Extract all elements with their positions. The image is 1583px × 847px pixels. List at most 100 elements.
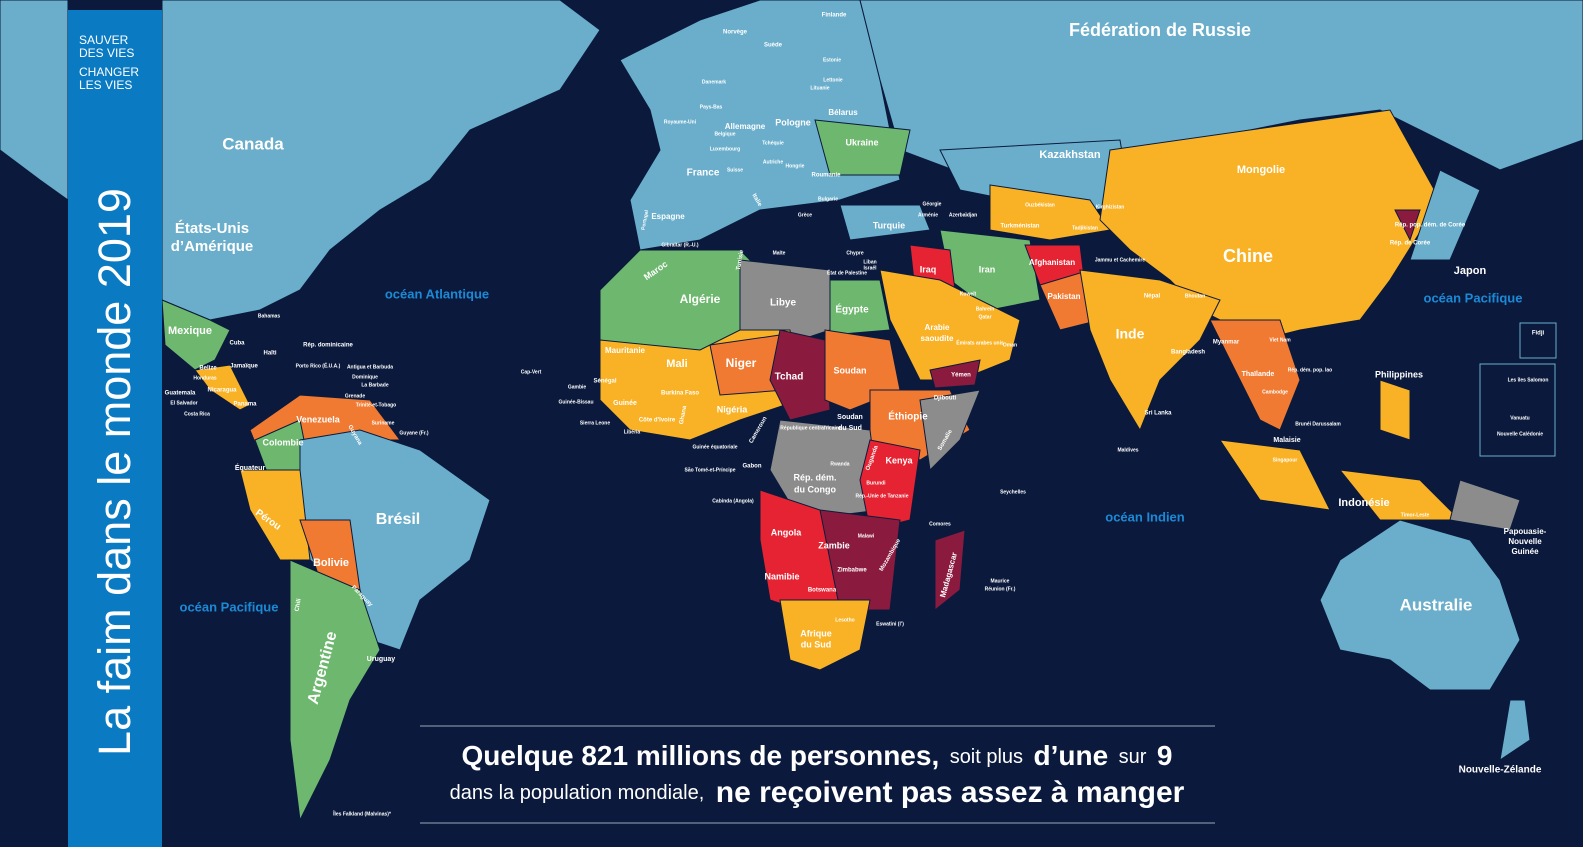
country-label: Mongolie <box>1237 164 1285 176</box>
country-label: Finlande <box>822 13 847 19</box>
ocean-label: océan Pacifique <box>1424 290 1523 305</box>
country-label: Royaume-Uni <box>664 119 697 125</box>
country-label: Cuba <box>230 341 246 347</box>
country-label: Soudan <box>834 365 867 375</box>
country-label: Kenya <box>885 455 913 465</box>
country-label: saoudite <box>921 334 954 343</box>
country-label: Fidji <box>1532 331 1545 337</box>
country-label: Qatar <box>978 314 991 320</box>
country-shape <box>814 119 911 176</box>
country-label: El Salvador <box>170 400 197 406</box>
country-label: Panama <box>233 402 257 408</box>
country-label: Bolivie <box>313 557 349 569</box>
country-label: Guinée-Bissau <box>558 399 593 405</box>
country-label: Népal <box>1144 294 1161 300</box>
inset-box <box>1519 322 1557 359</box>
country-label: Allemagne <box>725 122 766 131</box>
country-label: Porto Rico (É.U.A.) <box>296 361 341 369</box>
country-label: Rép. pop. dém. de Corée <box>1395 223 1466 229</box>
land-shapes <box>0 0 1583 822</box>
country-label: Rwanda <box>830 461 849 467</box>
country-label: Rép. dém. pop. lao <box>1288 367 1332 373</box>
country-label: Liban <box>863 259 876 265</box>
country-label: Rép. dém. <box>793 472 836 482</box>
country-label: Lituanie <box>810 85 829 91</box>
country-label: du Sud <box>801 639 832 649</box>
country-shape <box>1394 209 1421 242</box>
country-label: Norvège <box>723 30 748 36</box>
country-label: Grenade <box>345 393 366 399</box>
country-label: Mexique <box>168 325 212 337</box>
country-label: La Barbade <box>361 382 388 388</box>
country-label: Zimbabwe <box>837 568 867 574</box>
country-label: Portugal <box>641 209 651 231</box>
country-label: Nicaragua <box>207 388 237 394</box>
country-label: Lettonie <box>823 77 843 83</box>
country-label: Les îles Salomon <box>1508 377 1549 383</box>
country-shape <box>769 329 831 421</box>
country-label: Sri Lanka <box>1144 411 1172 417</box>
country-label: Chypre <box>846 250 863 256</box>
country-label: du Sud <box>838 425 862 432</box>
country-label: Rép. dominicaine <box>303 343 353 349</box>
country-label: Thaïlande <box>1242 371 1275 378</box>
country-shape <box>239 469 311 561</box>
country-label: Gambie <box>568 384 587 390</box>
country-label: Arabie <box>925 323 950 332</box>
country-label: Brésil <box>376 511 420 528</box>
caption-line: dans la population mondiale, ne reçoiven… <box>450 776 1185 809</box>
country-label: Belize <box>199 366 217 372</box>
ocean-label: océan Indien <box>1105 509 1185 524</box>
country-label: Israël <box>863 265 877 271</box>
country-label: Fédération de Russie <box>1069 20 1251 40</box>
country-label: Danemark <box>702 79 726 85</box>
country-label: Venezuela <box>296 414 341 424</box>
caption-text: sur <box>1119 746 1147 768</box>
country-label: Bulgarie <box>818 196 838 202</box>
country-label: Bahreïn <box>976 306 995 312</box>
country-label: Libéria <box>624 429 641 435</box>
country-label: Haïti <box>263 351 276 357</box>
country-label: Autriche <box>763 159 784 165</box>
country-shape <box>1379 379 1411 441</box>
country-label: Afghanistan <box>1029 258 1075 267</box>
country-shape <box>919 389 981 472</box>
country-label: São Tomé-et-Príncipe <box>684 467 735 473</box>
country-shape <box>934 529 966 612</box>
country-label: Philippines <box>1375 369 1423 379</box>
country-label: Pakistan <box>1048 292 1081 301</box>
country-shape <box>619 0 901 251</box>
country-label: Namibie <box>764 571 799 581</box>
tagline-line: DES VIES <box>79 46 134 60</box>
country-label: Ghana <box>679 405 688 425</box>
country-label: Nigéria <box>717 404 749 414</box>
country-label: Ukraine <box>845 137 878 147</box>
country-label: Eswatini (l’) <box>876 621 904 627</box>
country-label: Tunisie <box>736 249 746 271</box>
country-label: Djibouti <box>934 396 957 402</box>
country-label: Pologne <box>775 117 811 127</box>
country-label: Grèce <box>798 212 812 218</box>
country-label: Zambie <box>818 540 850 550</box>
country-label: Éthiopie <box>888 410 928 423</box>
country-label: Suède <box>764 43 783 49</box>
country-shape <box>289 559 381 822</box>
tagline-line: LES VIES <box>79 78 132 92</box>
country-label: Rép.-Unie de Tanzanie <box>856 493 909 499</box>
country-label: Mali <box>666 358 687 370</box>
country-label: Viet Nam <box>1269 337 1291 343</box>
country-label: Malawi <box>858 533 875 539</box>
country-shape <box>839 204 931 241</box>
country-label: d’Amérique <box>171 238 254 255</box>
country-label: Bangladesh <box>1171 350 1205 356</box>
country-label: Indonésie <box>1338 497 1389 509</box>
country-label: Égypte <box>835 303 869 316</box>
caption-bold: ne reçoivent pas assez à manger <box>716 776 1185 809</box>
country-label: Canada <box>222 134 284 153</box>
country-label: du Congo <box>794 484 836 494</box>
country-label: Iran <box>979 264 996 274</box>
country-label: Suisse <box>727 167 743 173</box>
country-label: Émirats arabes unis <box>956 338 1004 346</box>
country-label: États-Unis <box>175 220 249 237</box>
